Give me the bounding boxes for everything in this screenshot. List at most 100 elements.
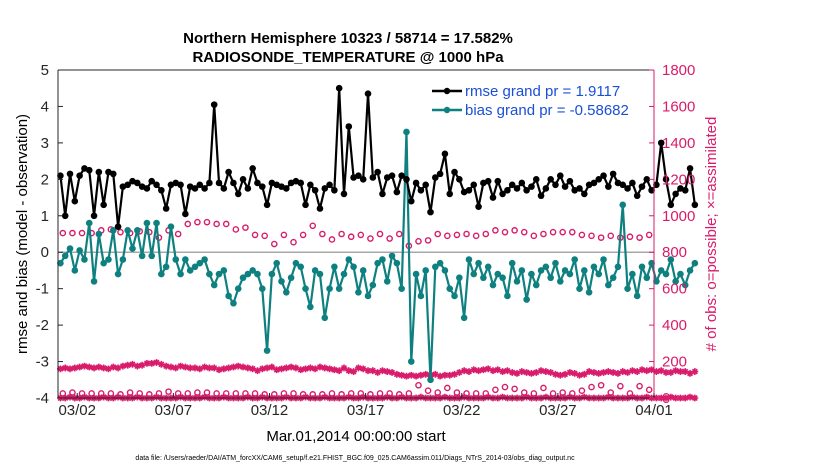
bias-point — [287, 274, 295, 282]
obs-assimilated-marker — [129, 360, 136, 368]
legend: rmse grand pr = 1.9117 bias grand pr = -… — [430, 78, 646, 120]
obs-possible-marker — [472, 232, 480, 240]
rmse-point — [657, 139, 665, 147]
obs-possible-low-marker — [126, 389, 134, 396]
rmse-point — [403, 176, 410, 183]
obs-assimilated-low-marker — [566, 393, 574, 401]
obs-possible-marker — [69, 229, 76, 237]
rmse-point — [576, 185, 583, 192]
obs-possible-low-marker — [415, 381, 422, 389]
obs-assimilated-marker — [268, 363, 276, 371]
rmse-point — [484, 177, 492, 185]
bias-point — [114, 270, 122, 278]
obs-assimilated-marker — [330, 366, 338, 374]
obs-assimilated-marker — [109, 363, 117, 371]
obs-possible-marker — [588, 232, 595, 240]
rmse-point — [364, 90, 372, 97]
obs-assimilated-low-marker — [686, 393, 694, 401]
bias-point — [619, 201, 627, 209]
bias-point — [605, 281, 612, 289]
obs-assimilated-low-marker — [258, 393, 266, 401]
obs-assimilated-marker — [225, 364, 233, 372]
obs-possible-low-marker — [165, 388, 172, 395]
bias-point — [364, 292, 372, 300]
obs-assimilated-marker — [566, 369, 574, 376]
obs-possible-marker — [463, 230, 470, 238]
obs-assimilated-low-marker — [643, 393, 651, 401]
rmse-point — [600, 172, 607, 179]
obs-assimilated-marker — [590, 369, 598, 376]
obs-possible-low-marker — [492, 386, 499, 394]
obs-assimilated-marker — [417, 371, 425, 379]
x-tick-label: 03/17 — [347, 402, 385, 419]
obs-assimilated-marker — [297, 366, 305, 374]
obs-possible-marker — [367, 235, 374, 242]
rmse-point — [76, 172, 83, 179]
rmse-point — [629, 179, 636, 187]
bias-point — [379, 256, 386, 263]
rmse-point — [494, 177, 502, 185]
obs-assimilated-marker — [201, 363, 208, 371]
bias-point — [561, 267, 569, 274]
obs-assimilated-marker — [556, 371, 564, 379]
bias-point — [225, 292, 232, 300]
y-left-tick-label: -2 — [36, 317, 49, 334]
bias-point — [210, 281, 218, 289]
rmse-point — [307, 181, 314, 189]
bias-point — [81, 256, 88, 263]
bias-point — [350, 263, 357, 271]
bias-point — [220, 267, 228, 274]
obs-assimilated-marker — [542, 368, 550, 375]
obs-possible-low-marker — [270, 391, 278, 398]
obs-assimilated-low-marker — [417, 393, 425, 401]
obs-assimilated-marker — [561, 370, 569, 378]
obs-assimilated-marker — [345, 367, 353, 375]
bias-point — [667, 256, 675, 263]
rmse-point — [556, 172, 564, 179]
obs-possible-marker — [59, 229, 67, 237]
bias-point — [537, 267, 545, 274]
bias-point — [109, 227, 117, 234]
obs-assimilated-marker — [186, 364, 194, 372]
rmse-point — [158, 186, 165, 194]
bias-point — [436, 259, 444, 267]
legend-rmse-marker — [443, 87, 451, 95]
obs-assimilated-marker — [359, 365, 367, 373]
bias-point — [359, 267, 367, 274]
bias-point — [355, 289, 362, 296]
obs-assimilated-marker — [657, 367, 665, 375]
obs-assimilated-marker — [210, 364, 218, 372]
rmse-point — [220, 185, 228, 192]
obs-possible-marker — [213, 220, 220, 228]
obs-possible-marker — [453, 231, 461, 239]
rmse-point — [619, 181, 627, 189]
y-right-tick-label: 600 — [662, 281, 687, 298]
obs-possible-marker — [261, 232, 268, 240]
obs-possible-marker — [482, 230, 490, 238]
obs-possible-marker — [280, 231, 288, 239]
bias-point — [167, 223, 175, 231]
rmse-point — [581, 190, 588, 198]
bias-point — [499, 274, 506, 282]
obs-possible-marker — [184, 220, 192, 228]
obs-assimilated-marker — [61, 364, 69, 372]
rmse-point — [345, 123, 353, 130]
obs-assimilated-marker — [350, 368, 357, 375]
y-left-tick-label: -4 — [36, 390, 49, 407]
bias-point — [158, 270, 165, 278]
obs-possible-low-marker — [194, 389, 201, 396]
bias-point — [422, 267, 429, 274]
rmse-point — [326, 181, 333, 189]
rmse-point — [331, 186, 338, 194]
bias-point — [532, 281, 540, 289]
obs-possible-low-marker — [338, 391, 345, 398]
legend-bias-label: bias grand pr = -0.58682 — [465, 102, 629, 119]
obs-assimilated-marker — [532, 369, 540, 376]
y-right-tick-label: 1200 — [662, 171, 695, 188]
bias-point — [388, 252, 396, 260]
obs-assimilated-marker — [114, 364, 122, 372]
bias-point — [542, 263, 550, 271]
bias-point — [258, 285, 266, 292]
bias-point — [441, 267, 449, 274]
